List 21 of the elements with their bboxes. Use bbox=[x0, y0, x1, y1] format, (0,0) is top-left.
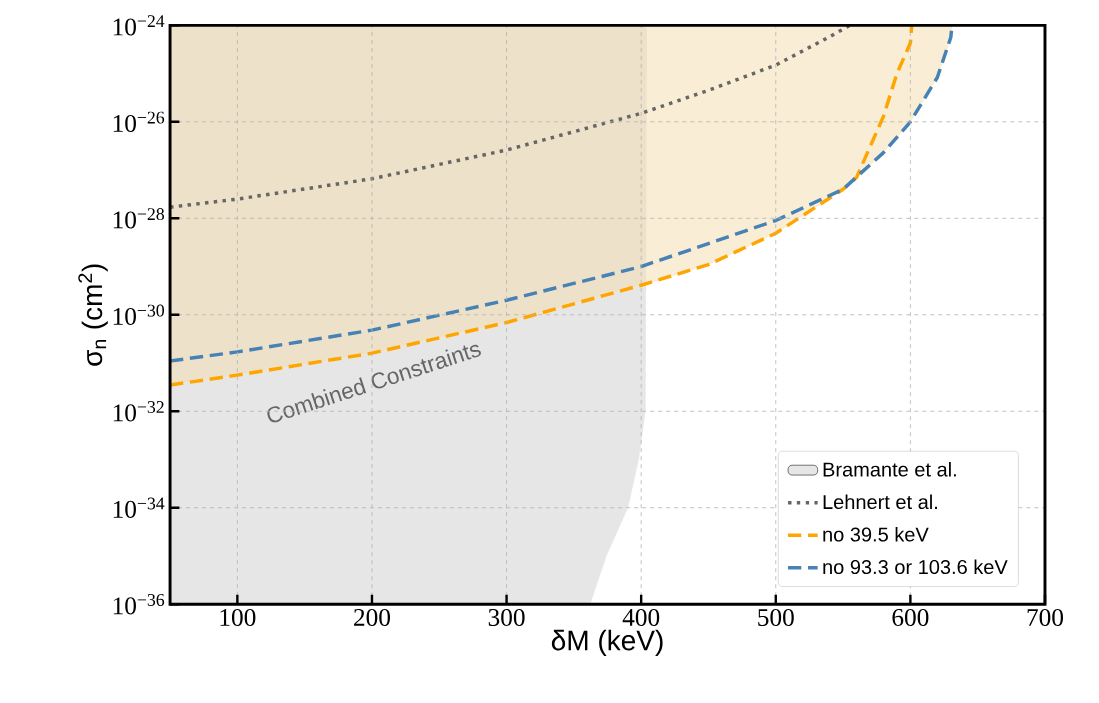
x-tick-label: 300 bbox=[488, 608, 525, 627]
x-axis-title: δM (keV) bbox=[551, 629, 663, 656]
x-tick-label: 400 bbox=[622, 608, 660, 627]
y-tick-label: 10$^{−26}$ bbox=[113, 111, 165, 133]
y-tick-label: 10$^{−36}$ bbox=[113, 594, 165, 615]
line-series bbox=[170, 25, 852, 209]
legend-label: Bramante et al. bbox=[823, 461, 956, 477]
legend-label: Lehnert et al. bbox=[823, 494, 937, 510]
y-tick-label: 10$^{−28}$ bbox=[113, 208, 165, 229]
y-tick-label: 10$^{−32}$ bbox=[113, 401, 164, 422]
x-tick-label: 200 bbox=[354, 608, 390, 627]
legend-label: no 39.5 keV bbox=[823, 526, 929, 542]
y-tick-label: 10$^{−34}$ bbox=[113, 497, 165, 518]
y-tick-label: 10$^{−30}$ bbox=[113, 304, 165, 326]
x-tick-label: 600 bbox=[892, 608, 929, 627]
legend-label: no 93.3 or 103.6 keV bbox=[823, 559, 1008, 575]
y-axis-title: σ$_{n}$ (cm$^{2}$) bbox=[78, 264, 108, 366]
x-tick-label: 100 bbox=[220, 608, 256, 627]
x-tick-label: 700 bbox=[1027, 608, 1064, 627]
y-tick-label: 10$^{−24}$ bbox=[113, 15, 165, 36]
x-tick-label: 500 bbox=[758, 608, 794, 627]
